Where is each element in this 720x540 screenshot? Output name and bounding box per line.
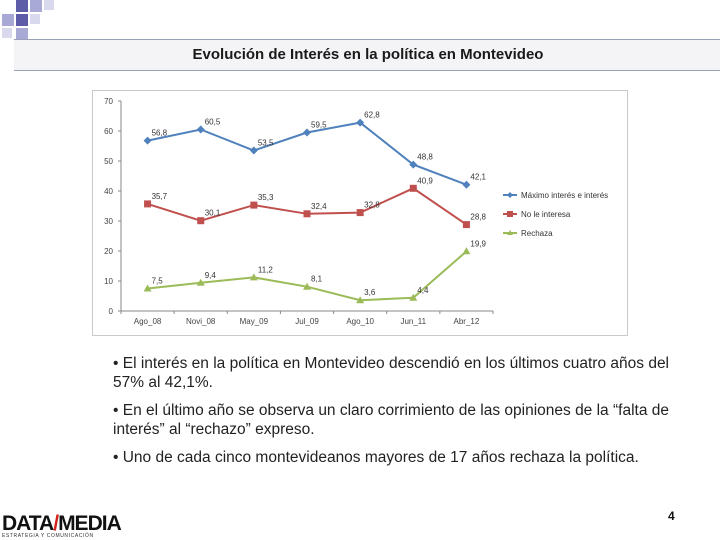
bullet-item: • El interés en la política en Montevide… bbox=[113, 355, 670, 391]
data-point-1 bbox=[356, 209, 364, 217]
data-label: 11,2 bbox=[258, 265, 274, 274]
y-tick-label: 20 bbox=[104, 247, 113, 256]
data-point-1 bbox=[462, 221, 470, 229]
data-label: 9,4 bbox=[205, 271, 217, 280]
data-point-1 bbox=[144, 200, 152, 208]
data-label: 7,5 bbox=[152, 277, 164, 286]
data-point-0 bbox=[462, 180, 471, 189]
data-point-1 bbox=[409, 184, 417, 192]
logo-tagline: ESTRATEGIA Y COMUNICACIÓN bbox=[2, 533, 94, 539]
series-line-1 bbox=[147, 187, 467, 226]
x-tick-label: Novi_08 bbox=[186, 317, 216, 326]
data-label: 19,9 bbox=[470, 239, 486, 248]
y-tick-label: 60 bbox=[104, 127, 113, 136]
x-tick-label: Ago_10 bbox=[346, 317, 374, 326]
data-point-0 bbox=[143, 136, 152, 145]
y-tick-label: 40 bbox=[104, 187, 113, 196]
data-point-1 bbox=[197, 217, 205, 225]
deco-square bbox=[2, 28, 12, 38]
deco-square bbox=[16, 0, 28, 12]
data-point-0 bbox=[249, 146, 258, 155]
title-bar: Evolución de Interés en la política en M… bbox=[14, 39, 720, 71]
logo-text-slash: / bbox=[53, 512, 59, 535]
data-label: 60,5 bbox=[205, 118, 221, 127]
data-point-2 bbox=[303, 282, 311, 290]
legend-marker bbox=[507, 230, 513, 235]
data-label: 32,4 bbox=[311, 202, 327, 211]
y-tick-label: 0 bbox=[109, 307, 114, 316]
bullet-item: • Uno de cada cinco montevideanos mayore… bbox=[113, 449, 639, 466]
chart-svg: 0 10 20 30 40 50 60 70 Ago_08 Novi_08 May_09 Jul_09… bbox=[104, 97, 608, 326]
data-point-0 bbox=[196, 125, 205, 134]
data-label: 8,1 bbox=[311, 275, 323, 284]
data-point-2 bbox=[356, 296, 365, 304]
logo-text-media: MEDIA bbox=[58, 512, 122, 535]
bullet-list: • El interés en la política en Montevide… bbox=[113, 354, 683, 476]
data-label: 28,8 bbox=[470, 213, 486, 222]
deco-square bbox=[16, 14, 28, 26]
data-label: 42,1 bbox=[470, 173, 486, 182]
y-tick-label: 70 bbox=[104, 97, 113, 106]
legend-label: Máximo interés e interés bbox=[521, 191, 608, 200]
x-tick-label: Ago_08 bbox=[134, 317, 162, 326]
x-tick-label: May_09 bbox=[240, 317, 269, 326]
page-number: 4 bbox=[668, 509, 675, 523]
y-tick-label: 10 bbox=[104, 277, 113, 286]
datamedia-logo: DATA/MEDIA ESTRATEGIA Y COMUNICACIÓN bbox=[0, 512, 140, 540]
deco-square bbox=[30, 14, 40, 24]
deco-square bbox=[2, 14, 14, 26]
logo-wordmark: DATA/MEDIA bbox=[2, 512, 122, 536]
data-label: 30,1 bbox=[205, 209, 221, 218]
deco-square bbox=[30, 0, 42, 12]
data-point-2 bbox=[249, 273, 258, 281]
x-tick-label: Abr_12 bbox=[454, 317, 480, 326]
legend-label: Rechaza bbox=[521, 229, 553, 238]
x-tick-label: Jun_11 bbox=[400, 317, 426, 326]
deco-square bbox=[16, 28, 28, 40]
data-point-1 bbox=[303, 210, 311, 218]
legend-marker bbox=[507, 211, 513, 217]
data-point-2 bbox=[143, 284, 152, 292]
data-point-0 bbox=[409, 160, 418, 169]
data-label: 4,4 bbox=[417, 286, 429, 295]
slide-title: Evolución de Interés en la política en M… bbox=[192, 46, 544, 63]
bullet-item: • En el último año se observa un claro c… bbox=[113, 402, 669, 438]
data-point-2 bbox=[462, 247, 471, 255]
legend-label: No le interesa bbox=[521, 210, 571, 219]
data-label: 32,8 bbox=[364, 201, 380, 210]
y-tick-label: 50 bbox=[104, 157, 113, 166]
line-chart: 0 10 20 30 40 50 60 70 Ago_08 Novi_08 May_09 Jul_09… bbox=[92, 90, 628, 336]
data-point-2 bbox=[409, 293, 418, 301]
corner-decoration bbox=[0, 0, 60, 44]
legend-marker bbox=[507, 192, 513, 198]
data-label: 40,9 bbox=[417, 176, 433, 185]
y-tick-label: 30 bbox=[104, 217, 113, 226]
x-tick-label: Jul_09 bbox=[295, 317, 319, 326]
data-label: 3,6 bbox=[364, 288, 376, 297]
data-label: 35,3 bbox=[258, 193, 274, 202]
data-label: 59,5 bbox=[311, 121, 327, 130]
data-label: 56,8 bbox=[152, 129, 168, 138]
data-label: 35,7 bbox=[152, 192, 168, 201]
data-point-0 bbox=[303, 128, 311, 137]
data-point-0 bbox=[356, 118, 365, 127]
data-label: 53,5 bbox=[258, 139, 274, 148]
deco-square bbox=[44, 0, 54, 10]
data-point-2 bbox=[196, 278, 205, 286]
data-point-1 bbox=[250, 201, 258, 209]
logo-text-data: DATA bbox=[2, 512, 54, 535]
data-label: 48,8 bbox=[417, 153, 433, 162]
data-label: 62,8 bbox=[364, 111, 380, 120]
